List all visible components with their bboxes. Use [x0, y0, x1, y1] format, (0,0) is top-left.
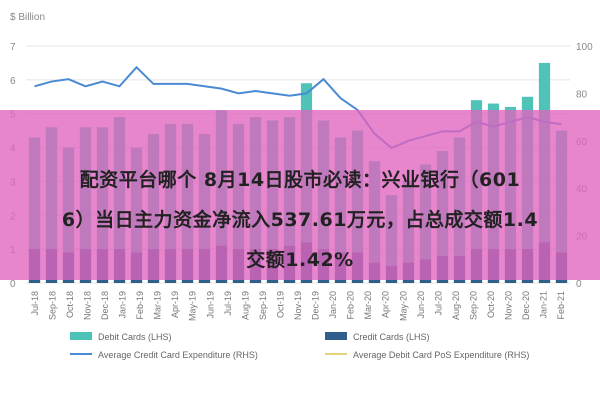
- legend-label: Average Credit Card Expenditure (RHS): [98, 350, 258, 360]
- x-tick-label: Nov-20: [504, 291, 514, 320]
- x-tick-label: Dec-19: [311, 291, 321, 320]
- headline-overlay-band: [0, 110, 600, 280]
- x-tick-label: Mar-20: [363, 291, 373, 320]
- x-tick-label: Aug-20: [451, 291, 461, 320]
- x-tick-label: Jan-19: [118, 291, 128, 319]
- x-tick-label: Jul-19: [223, 291, 233, 316]
- headline-line-2: 6）当日主力资金净流入537.61万元，占总成交额1.4: [61, 209, 539, 231]
- legend-label: Debit Cards (LHS): [98, 332, 172, 342]
- x-tick-label: Dec-20: [521, 291, 531, 320]
- x-tick-label: May-19: [188, 291, 198, 321]
- x-tick-label: Feb-21: [556, 291, 566, 320]
- x-tick-label: Apr-20: [381, 291, 391, 318]
- x-tick-label: Jan-20: [328, 291, 338, 319]
- x-tick-label: Oct-19: [275, 291, 285, 318]
- x-tick-label: Sep-18: [47, 291, 57, 320]
- legend-label: Average Debit Card PoS Expenditure (RHS): [353, 350, 529, 360]
- x-tick-label: Sep-19: [258, 291, 268, 320]
- legend-swatch: [70, 332, 92, 340]
- x-tick-label: Apr-19: [170, 291, 180, 318]
- x-tick-label: Dec-18: [100, 291, 110, 320]
- x-tick-label: Feb-20: [346, 291, 356, 320]
- right-tick-label: 100: [576, 42, 593, 53]
- legend-label: Credit Cards (LHS): [353, 332, 430, 342]
- x-tick-label: Mar-19: [153, 291, 163, 320]
- x-tick-label: Oct-18: [65, 291, 75, 318]
- right-tick-label: 0: [576, 279, 582, 290]
- x-tick-label: Nov-19: [293, 291, 303, 320]
- x-tick-label: Jun-20: [416, 291, 426, 319]
- x-tick-label: Oct-20: [486, 291, 496, 318]
- x-tick-label: Jul-18: [30, 291, 40, 316]
- x-tick-label: May-20: [398, 291, 408, 321]
- headline-line-1: 配资平台哪个 8月14日股市必读：兴业银行（601: [79, 169, 521, 191]
- right-tick-label: 80: [576, 89, 588, 100]
- x-axis-ticks: Jul-18 Sep-18 Oct-18 Nov-18 Dec-18 Jan-19 Feb-…: [30, 291, 566, 321]
- left-tick-label: 6: [10, 76, 16, 87]
- x-tick-label: Jan-21: [539, 291, 549, 319]
- headline-overlay-text: 配资平台哪个 8月14日股市必读：兴业银行（601 6）当日主力资金净流入537…: [0, 160, 600, 272]
- legend-swatch: [325, 332, 347, 340]
- left-tick-label: 7: [10, 42, 16, 53]
- x-tick-label: Jul-20: [433, 291, 443, 316]
- x-tick-label: Nov-18: [82, 291, 92, 320]
- x-tick-label: Jun-19: [205, 291, 215, 319]
- left-tick-label: 0: [10, 279, 16, 290]
- legend: Debit Cards (LHS) Credit Cards (LHS) Avera…: [70, 332, 529, 360]
- x-tick-label: Sep-20: [468, 291, 478, 320]
- y-axis-unit-label: $ Billion: [10, 12, 45, 23]
- headline-line-3: 交额1.42%: [246, 249, 354, 271]
- x-tick-label: Aug-19: [240, 291, 250, 320]
- x-tick-label: Feb-19: [135, 291, 145, 320]
